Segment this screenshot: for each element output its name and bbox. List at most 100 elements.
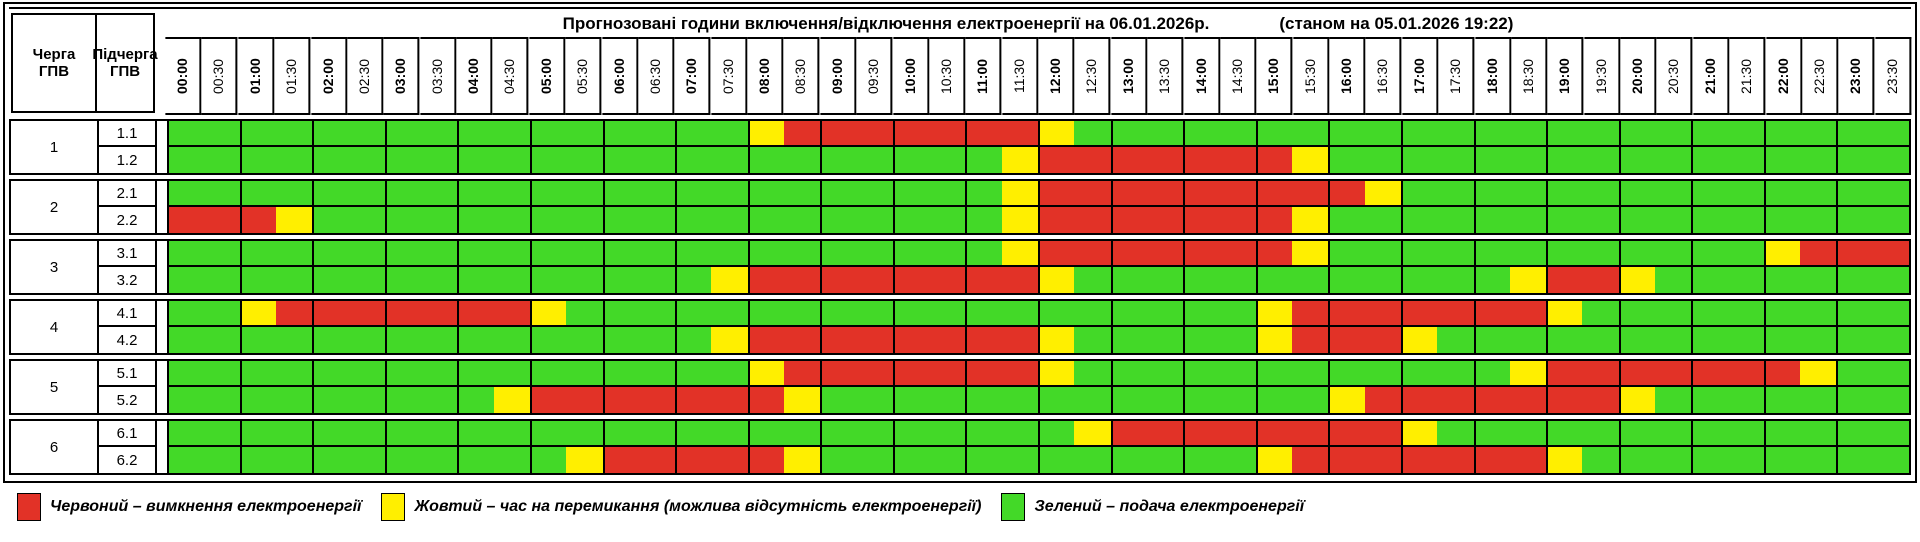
schedule-cell <box>1836 387 1873 413</box>
schedule-cell <box>1872 447 1909 473</box>
schedule-cell <box>529 387 567 413</box>
schedule-cell <box>675 181 712 207</box>
schedule-cell <box>312 361 349 387</box>
schedule-cell <box>493 361 530 387</box>
schedule-cell <box>384 207 422 233</box>
schedule-cell <box>1255 301 1293 327</box>
schedule-cell <box>1727 447 1764 473</box>
schedule-cell <box>602 121 639 147</box>
schedule-cell <box>1001 447 1038 473</box>
schedule-cell <box>1654 147 1692 173</box>
legend-item-yellow: Жовтий – час на перемикання (можлива від… <box>381 493 981 521</box>
schedule-cell <box>1255 121 1293 147</box>
schedule-cell <box>1763 421 1801 447</box>
time-header-cell: 11:30 <box>1001 37 1038 115</box>
schedule-cell <box>1618 207 1655 233</box>
schedule-cell <box>1292 267 1329 293</box>
schedule-cell <box>1473 121 1510 147</box>
schedule-cell <box>1146 447 1184 473</box>
schedule-cell <box>1146 421 1184 447</box>
time-header-cell: 07:30 <box>710 37 747 115</box>
subqueue-label: 5.1 <box>99 361 157 387</box>
schedule-cell <box>1763 447 1801 473</box>
schedule-cell <box>965 181 1002 207</box>
schedule-cell <box>711 147 748 173</box>
time-header-cell: 08:00 <box>747 37 784 115</box>
schedule-cell <box>1364 181 1401 207</box>
schedule-cell <box>929 447 966 473</box>
schedule-cell <box>1800 361 1837 387</box>
schedule-cell <box>1074 121 1111 147</box>
schedule-cell <box>275 421 313 447</box>
schedule-cell <box>675 327 712 353</box>
queue-number-cell: 5 <box>11 361 99 413</box>
schedule-cell <box>1437 121 1474 147</box>
green-swatch-icon <box>1001 493 1026 521</box>
schedule-cell <box>1437 181 1474 207</box>
schedule-cell <box>1654 121 1692 147</box>
schedule-cell <box>421 207 458 233</box>
schedule-cell <box>1219 421 1256 447</box>
legend-item-red: Червоний – вимкнення електроенергії <box>17 493 361 521</box>
schedule-cell <box>1836 267 1873 293</box>
schedule-cell <box>1255 387 1293 413</box>
schedule-cell <box>1001 361 1038 387</box>
schedule-cell <box>1183 181 1220 207</box>
schedule-cell <box>965 147 1002 173</box>
queue-block: 6 6.1 6.2 <box>9 419 1911 475</box>
schedule-cell <box>1255 327 1293 353</box>
schedule-cell <box>275 121 313 147</box>
schedule-cell <box>493 241 530 267</box>
schedule-cell <box>203 121 240 147</box>
schedule-cell <box>1509 267 1547 293</box>
schedule-cell <box>167 147 204 173</box>
schedule-cell <box>1473 207 1510 233</box>
schedule-cell <box>892 301 930 327</box>
schedule-cell <box>457 421 494 447</box>
schedule-cell <box>1038 387 1075 413</box>
schedule-cell <box>1255 447 1293 473</box>
schedule-cell <box>1654 421 1692 447</box>
time-header-cell: 11:00 <box>965 37 1002 115</box>
schedule-cell <box>783 207 821 233</box>
queue-block: 2 2.1 2.2 <box>9 179 1911 235</box>
schedule-cell <box>1074 421 1111 447</box>
schedule-cell <box>1183 421 1220 447</box>
time-header-cell: 01:30 <box>274 37 311 115</box>
schedule-cell <box>856 447 893 473</box>
schedule-cell <box>384 327 422 353</box>
subqueue-label: 1.2 <box>99 147 157 173</box>
schedule-cell <box>1110 421 1147 447</box>
spacer <box>157 121 167 147</box>
queue-number-cell: 2 <box>11 181 99 233</box>
schedule-cell <box>1473 327 1510 353</box>
schedule-cell <box>1582 387 1619 413</box>
time-header-cell: 04:00 <box>456 37 493 115</box>
schedule-cell <box>348 241 385 267</box>
time-header-cell: 22:00 <box>1765 37 1802 115</box>
spacer <box>157 327 167 353</box>
time-header-cell: 12:30 <box>1074 37 1111 115</box>
schedule-cell <box>203 147 240 173</box>
schedule-cell <box>1872 147 1909 173</box>
schedule-cell <box>1546 241 1583 267</box>
schedule-cell <box>1437 207 1474 233</box>
schedule-cell <box>348 447 385 473</box>
schedule-cell <box>1800 147 1837 173</box>
schedule-cell <box>529 327 567 353</box>
schedule-cell <box>275 301 313 327</box>
schedule-cell <box>1727 121 1764 147</box>
schedule-cell <box>1001 181 1038 207</box>
schedule-cell <box>711 361 748 387</box>
schedule-cell <box>239 241 276 267</box>
schedule-cell <box>965 387 1002 413</box>
schedule-cell <box>384 387 422 413</box>
schedule-cell <box>602 327 639 353</box>
schedule-cell <box>421 447 458 473</box>
schedule-cell <box>711 181 748 207</box>
schedule-cell <box>1727 181 1764 207</box>
schedule-cell <box>348 327 385 353</box>
schedule-cell <box>1763 387 1801 413</box>
schedule-cell <box>820 267 857 293</box>
spacer <box>157 207 167 233</box>
